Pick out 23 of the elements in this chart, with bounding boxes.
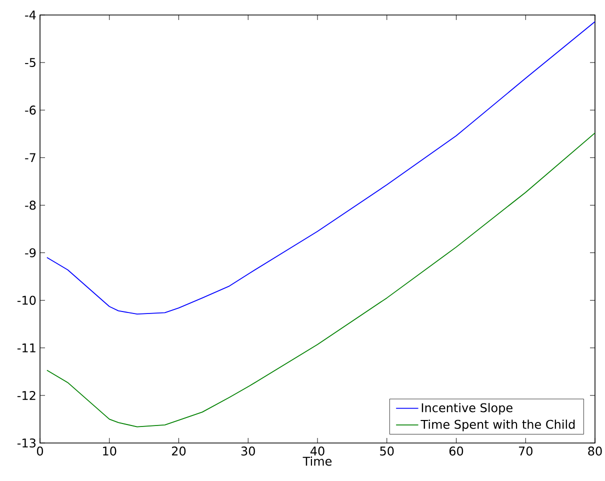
x-tick-label: 50	[380, 446, 394, 456]
y-tick-label: -9	[25, 248, 36, 258]
x-tick-label: 20	[172, 446, 186, 456]
x-tick-label: 30	[241, 446, 255, 456]
x-tick-label: 40	[310, 446, 324, 456]
y-tick-label: -12	[17, 390, 36, 400]
legend-label: Time Spent with the Child	[420, 420, 575, 432]
y-tick-label: -5	[25, 58, 36, 68]
y-tick-label: -13	[17, 438, 36, 448]
line-series	[46, 21, 595, 315]
x-tick-label: 70	[518, 446, 532, 456]
x-tick-label: 80	[588, 446, 602, 456]
x-tick-label: 0	[36, 446, 44, 456]
x-tick-label: 10	[103, 446, 116, 456]
x-tick-label: 60	[449, 446, 464, 456]
y-tick-label: -8	[25, 200, 36, 210]
legend-label: Incentive Slope	[422, 402, 512, 415]
y-tick-label: -6	[25, 106, 36, 115]
y-tick-label: -11	[17, 344, 36, 352]
y-tick-label: -4	[25, 10, 36, 20]
y-tick-label: -7	[25, 153, 36, 162]
x-axis-title: Time	[302, 456, 332, 466]
y-tick-label: -10	[17, 296, 36, 305]
